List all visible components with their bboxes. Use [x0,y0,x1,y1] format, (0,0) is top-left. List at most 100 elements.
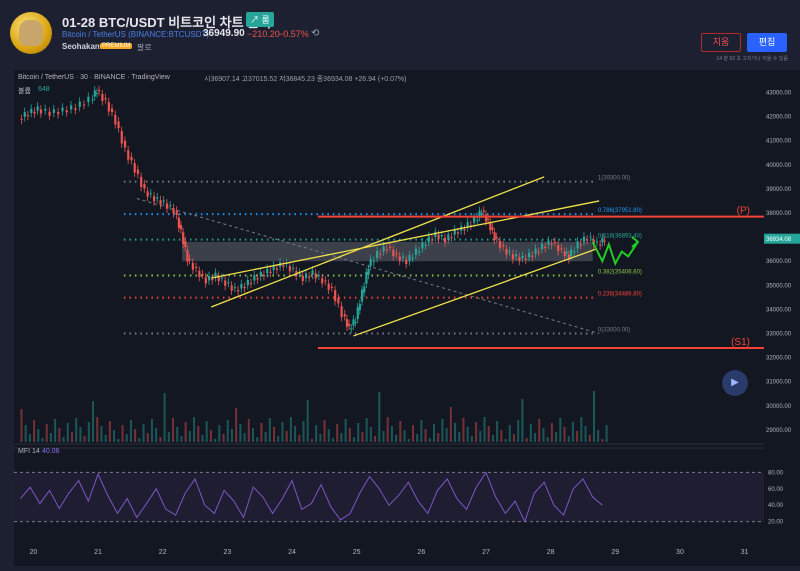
candle [143,184,146,189]
candle [26,114,30,116]
volume-bar [559,418,562,442]
candle [531,255,534,257]
candle [136,169,140,174]
candle [184,241,187,248]
candle [595,241,599,243]
volume-bar [24,425,27,442]
candle [511,253,515,260]
chart-area[interactable]: 1(39300.00) 0.786(37951.80) 0.618(36893.40… [14,70,800,566]
volume-bar [584,426,587,442]
consolidation-zone [182,241,593,262]
candle [269,271,272,273]
alert-icon[interactable]: ⟲ [311,28,320,39]
volume-bar [230,429,233,442]
price-tick-label: 42000.00 [766,115,792,121]
candle [427,236,430,242]
fib-level-label: 0.618(36893.40) [598,234,642,240]
chart-svg[interactable]: 1(39300.00) 0.786(37951.80) 0.618(36893.40… [14,70,800,566]
candle [204,277,207,284]
volume-bar [361,432,364,442]
volume-bar [235,408,238,442]
price-change: −210.20 [247,29,280,39]
candle [586,239,589,241]
price-tick-label: 41000.00 [766,139,792,145]
candle [473,217,476,223]
author-name[interactable]: Seohakant [62,42,103,51]
candle [74,108,77,110]
candle [385,249,388,251]
price-tick-label: 39000.00 [766,187,792,193]
volume-label: 볼륨 [18,88,31,95]
fib-level-label: 0(33000.00) [598,328,630,334]
candle [491,227,494,230]
x-tick-label: 23 [223,549,231,556]
symbol-name-link[interactable]: Bitcoin / TetherUS [62,30,126,39]
follow-button[interactable]: 팔로 [137,43,152,52]
volume-bar [483,417,486,442]
volume-bar [327,429,330,442]
volume-bar [87,422,90,442]
channel-line [211,200,600,279]
volume-bar [92,401,95,442]
candle [91,99,94,101]
volume-bar [218,425,221,442]
ohlc-readout: 시36907.14 고37015.52 저36845.23 종36934.08 … [204,76,407,83]
candle [82,104,86,106]
mfi-line [20,471,603,523]
volume-bar [437,433,440,442]
candle [603,240,606,242]
candle [557,245,560,252]
candle [354,321,357,323]
volume-bar [222,434,225,442]
price-axis [764,70,800,566]
candle [217,275,220,281]
candle [547,240,550,246]
volume-bar [319,434,322,442]
delete-button[interactable]: 지움 [701,33,741,52]
volume-bar [555,432,558,442]
candle [484,214,488,222]
volume-bar [353,437,356,442]
volume-bar [580,417,583,442]
volume-bar [369,427,372,442]
candle [272,265,275,271]
edit-button[interactable]: 편집 [747,33,787,52]
volume-bar [197,426,200,442]
volume-bar [466,427,469,442]
volume-bar [475,422,478,442]
candle [440,235,443,237]
volume-bar [517,420,520,442]
candle [573,251,576,253]
volume-bar [167,432,170,442]
candle [220,277,224,279]
mfi-tick-label: 20.00 [768,520,784,526]
volume-bar [386,417,389,442]
last-price-label: 36934.08 [766,237,792,243]
symbol-code-link[interactable]: (BINANCE:BTCUSDT) [128,30,210,39]
candle [480,213,483,215]
candle [101,94,104,101]
replay-play-button[interactable]: ▶ [722,370,748,396]
candle [288,266,291,272]
volume-bar [605,425,608,442]
author-avatar[interactable] [10,12,52,54]
candle [87,96,90,103]
candle [198,270,201,277]
volume-bar [357,423,360,442]
volume-bar [454,423,457,442]
fib-level-label: 1(39300.00) [598,176,630,182]
candle [528,252,531,258]
volume-bar [129,420,132,442]
candle [498,241,502,249]
volume-bar [546,437,549,442]
candle [186,249,189,262]
volume-bar [403,430,406,442]
candle [534,248,537,254]
volume-bar [281,422,284,442]
candle [411,257,414,259]
volume-bar [28,434,31,442]
symbol-line: Bitcoin / TetherUS (BINANCE:BTCUSDT) [62,30,209,39]
candle [553,241,557,243]
candle [447,234,450,240]
volume-bar [348,428,351,442]
